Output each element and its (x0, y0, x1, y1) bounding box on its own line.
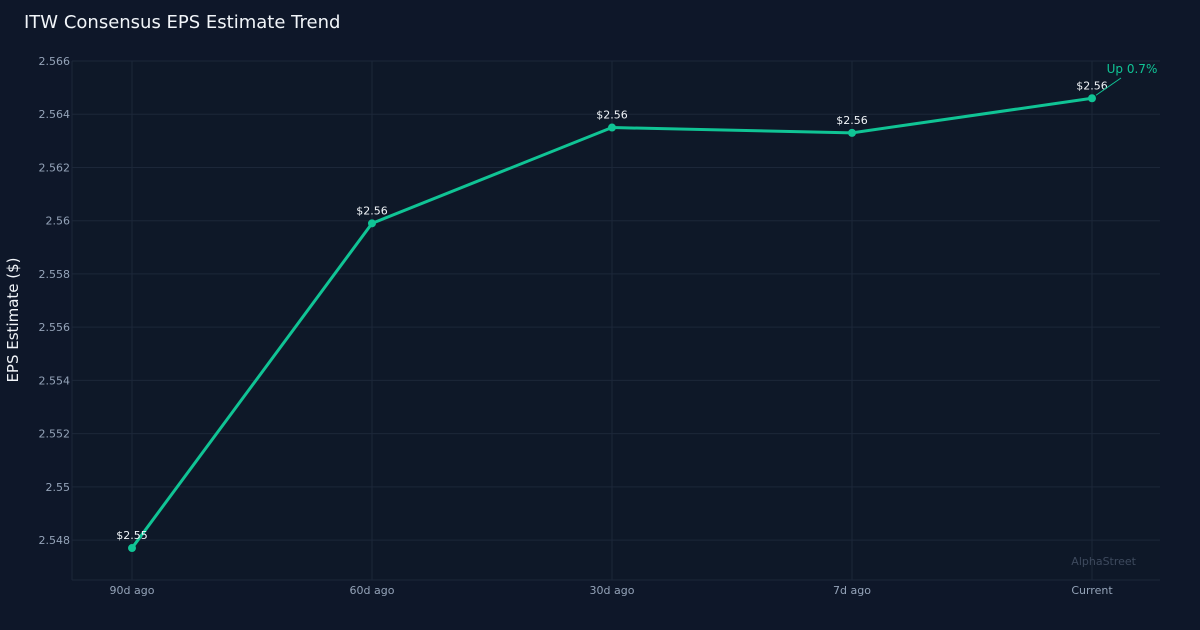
change-annotation: Up 0.7% (1107, 62, 1158, 76)
data-label: $2.55 (116, 529, 148, 542)
y-tick-label: 2.558 (39, 268, 71, 281)
data-label: $2.56 (836, 114, 868, 127)
x-tick-label: 30d ago (590, 584, 635, 597)
y-tick-label: 2.55 (46, 481, 71, 494)
annotation-arrow (1095, 77, 1122, 96)
data-point (608, 123, 616, 132)
x-tick-label: 7d ago (833, 584, 871, 597)
data-point (1088, 94, 1096, 103)
x-tick-label: 90d ago (110, 584, 155, 597)
data-label: $2.56 (596, 109, 628, 122)
y-tick-label: 2.548 (39, 534, 71, 547)
y-tick-label: 2.566 (39, 55, 71, 68)
data-point (848, 128, 856, 137)
y-axis-label: EPS Estimate ($) (4, 257, 22, 382)
x-tick-label: 60d ago (350, 584, 395, 597)
y-tick-label: 2.556 (39, 321, 71, 334)
data-point (368, 219, 376, 228)
data-label: $2.56 (356, 204, 388, 217)
x-tick-label: Current (1071, 584, 1113, 597)
data-point (128, 544, 136, 553)
y-tick-label: 2.552 (39, 428, 71, 441)
y-tick-label: 2.56 (46, 215, 71, 228)
watermark: AlphaStreet (1071, 555, 1136, 568)
plot-area (72, 61, 1160, 580)
y-tick-label: 2.554 (39, 374, 71, 387)
y-tick-label: 2.564 (39, 108, 71, 121)
y-tick-label: 2.562 (39, 161, 71, 174)
chart-title: ITW Consensus EPS Estimate Trend (24, 12, 341, 33)
data-label: $2.56 (1076, 79, 1108, 92)
